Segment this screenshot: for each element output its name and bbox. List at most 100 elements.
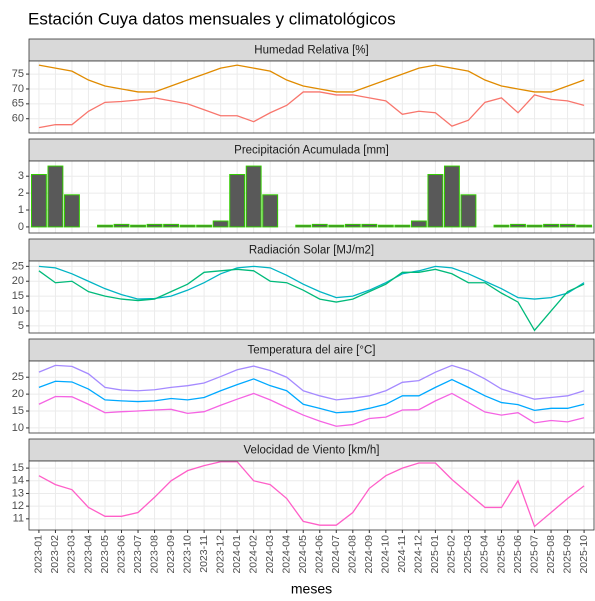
x-tick-label: 2024-11 (396, 535, 408, 573)
x-tick-label: 2024-12 (413, 535, 425, 574)
y-tick-label: 15 (12, 462, 24, 474)
x-tick-label: 2024-02 (247, 535, 259, 574)
x-tick-label: 2024-03 (264, 535, 276, 574)
x-tick-label: 2025-05 (495, 535, 507, 574)
bar (30, 174, 47, 228)
x-tick-label: 2025-10 (578, 535, 590, 574)
x-tick-label: 2023-07 (132, 535, 144, 574)
panel (29, 161, 594, 233)
y-tick-label: 70 (12, 83, 24, 95)
y-tick-label: 11 (13, 513, 24, 525)
y-tick-label: 25 (12, 371, 24, 383)
bar (543, 223, 559, 228)
bar (394, 224, 411, 228)
y-tick-label: 1 (18, 204, 24, 216)
y-tick-label: 12 (12, 500, 24, 512)
y-tick-label: 10 (12, 422, 24, 434)
x-tick-label: 2024-07 (330, 535, 342, 574)
line (38, 364, 585, 401)
y-tick-label: 25 (12, 260, 24, 272)
x-tick-label: 2023-02 (49, 535, 61, 574)
y-tick-label: 15 (12, 290, 24, 302)
bar (47, 165, 64, 228)
chart-title: Estación Cuya datos mensuales y climatol… (28, 9, 396, 28)
bar (377, 224, 394, 228)
x-tick-label: 2025-07 (528, 535, 540, 574)
panel-border (28, 260, 595, 334)
x-tick-label: 2024-06 (314, 535, 326, 574)
bar (328, 224, 345, 228)
panel (29, 61, 594, 133)
line (38, 392, 585, 427)
x-tick-label: 2024-01 (231, 535, 243, 574)
x-tick-label: 2023-11 (198, 535, 210, 573)
x-tick-label: 2025-02 (446, 535, 458, 574)
bar (229, 174, 246, 228)
bar (245, 165, 262, 228)
y-tick-label: 65 (12, 98, 24, 110)
x-tick-label: 2025-03 (462, 535, 474, 574)
bar (493, 224, 510, 228)
y-tick-label: 10 (12, 305, 24, 317)
x-tick-label: 2025-01 (429, 535, 441, 574)
x-tick-label: 2023-12 (214, 535, 226, 574)
line (38, 265, 585, 300)
bar (510, 223, 526, 228)
bar (361, 223, 378, 228)
bar (311, 223, 328, 228)
x-tick-label: 2024-10 (380, 535, 392, 574)
bar (262, 194, 279, 228)
bar (460, 194, 477, 228)
bar (113, 223, 130, 228)
y-tick-label: 75 (12, 68, 24, 80)
x-tick-label: 2023-08 (148, 535, 160, 574)
panel-title: Precipitación Acumulada [mm] (234, 145, 389, 157)
y-tick-label: 15 (12, 405, 24, 417)
bar (526, 224, 543, 228)
x-tick-label: 2023-06 (115, 535, 127, 574)
y-tick-label: 60 (12, 113, 24, 125)
x-tick-label: 2024-05 (297, 535, 309, 574)
line (38, 378, 585, 414)
line (38, 268, 585, 332)
x-axis-label: meses (291, 581, 332, 596)
bar (559, 223, 576, 228)
panel-border (28, 60, 595, 134)
bar (64, 194, 80, 228)
y-tick-label: 20 (12, 388, 24, 400)
bar (427, 174, 444, 228)
y-tick-label: 0 (18, 221, 24, 233)
x-tick-label: 2023-10 (181, 535, 193, 574)
y-tick-label: 20 (12, 275, 24, 287)
bar (410, 220, 427, 228)
panel (29, 361, 594, 433)
bar (130, 224, 146, 228)
bar (344, 223, 361, 228)
x-tick-label: 2023-05 (99, 535, 111, 574)
panel-title: Radiación Solar [MJ/m2] (249, 245, 374, 257)
line (38, 91, 585, 129)
x-tick-label: 2024-04 (281, 535, 293, 574)
bar (163, 223, 180, 228)
x-tick-label: 2023-01 (33, 535, 45, 574)
y-tick-label: 13 (12, 487, 24, 499)
x-tick-label: 2025-06 (512, 535, 524, 574)
bar (179, 224, 196, 228)
bar (443, 165, 460, 228)
bar (295, 224, 312, 228)
bar (97, 224, 113, 228)
x-tick-label: 2025-08 (545, 535, 557, 574)
x-tick-label: 2024-08 (347, 535, 359, 574)
x-tick-label: 2025-04 (479, 535, 491, 574)
panel-title: Velocidad de Viento [km/h] (244, 445, 380, 457)
y-tick-label: 14 (12, 475, 24, 487)
y-tick-label: 5 (18, 320, 24, 332)
x-tick-label: 2025-09 (561, 535, 573, 574)
bar (576, 224, 593, 228)
line (38, 461, 585, 528)
bar (212, 220, 229, 228)
x-tick-label: 2023-09 (165, 535, 177, 574)
y-tick-label: 2 (18, 187, 24, 199)
bar (146, 223, 163, 228)
